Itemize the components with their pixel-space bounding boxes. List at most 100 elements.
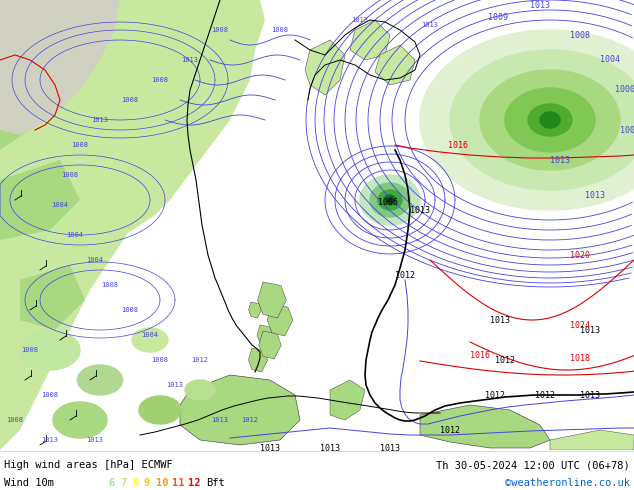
Text: 1012: 1012 <box>535 391 555 399</box>
Polygon shape <box>0 0 100 150</box>
Polygon shape <box>420 30 634 210</box>
Text: 1013: 1013 <box>41 437 58 443</box>
Text: 1008: 1008 <box>152 77 169 83</box>
Polygon shape <box>249 348 268 372</box>
Text: 1013: 1013 <box>320 443 340 452</box>
Text: 1012: 1012 <box>242 417 259 423</box>
Polygon shape <box>0 0 220 450</box>
Polygon shape <box>249 302 261 318</box>
Text: Wind 10m: Wind 10m <box>4 478 54 488</box>
Polygon shape <box>420 405 550 448</box>
Polygon shape <box>257 325 273 345</box>
Polygon shape <box>480 70 620 170</box>
Text: 1004: 1004 <box>51 202 68 208</box>
Text: 1013: 1013 <box>91 117 108 123</box>
Polygon shape <box>257 282 287 318</box>
Text: 1013: 1013 <box>351 17 368 23</box>
Text: 1012: 1012 <box>440 425 460 435</box>
Text: 1008: 1008 <box>22 347 39 353</box>
Text: 1013: 1013 <box>530 0 550 9</box>
Polygon shape <box>20 265 85 330</box>
Text: 1008: 1008 <box>122 97 138 103</box>
Text: 1024: 1024 <box>570 320 590 329</box>
Text: 10: 10 <box>156 478 169 488</box>
Text: 1013: 1013 <box>422 22 439 28</box>
Text: 1013: 1013 <box>490 316 510 324</box>
Polygon shape <box>259 331 281 359</box>
Text: 12: 12 <box>188 478 200 488</box>
Polygon shape <box>540 112 560 128</box>
Polygon shape <box>378 190 402 210</box>
Polygon shape <box>0 160 80 240</box>
Text: 1004: 1004 <box>600 55 620 65</box>
Text: 1008: 1008 <box>271 27 288 33</box>
Text: ©weatheronline.co.uk: ©weatheronline.co.uk <box>505 478 630 488</box>
Text: 1013: 1013 <box>86 437 103 443</box>
Text: 1012: 1012 <box>495 356 515 365</box>
Text: 1013: 1013 <box>260 443 280 452</box>
Text: 1013: 1013 <box>181 57 198 63</box>
Text: 1008: 1008 <box>6 417 23 423</box>
Text: 1016: 1016 <box>470 350 490 360</box>
Text: 1008: 1008 <box>212 27 228 33</box>
Polygon shape <box>505 88 595 152</box>
Text: 1018: 1018 <box>570 353 590 363</box>
Polygon shape <box>185 380 215 400</box>
Text: 1008: 1008 <box>620 125 634 134</box>
Polygon shape <box>528 104 572 136</box>
Text: 11: 11 <box>172 478 184 488</box>
Text: 6: 6 <box>108 478 114 488</box>
Text: 1008: 1008 <box>570 30 590 40</box>
Text: 1008: 1008 <box>61 172 79 178</box>
Polygon shape <box>0 0 120 135</box>
Text: 1008: 1008 <box>41 392 58 398</box>
Text: 1016: 1016 <box>448 141 468 149</box>
Text: 1008: 1008 <box>152 357 169 363</box>
Text: High wind areas [hPa] ECMWF: High wind areas [hPa] ECMWF <box>4 460 172 470</box>
Text: 9: 9 <box>144 478 150 488</box>
Polygon shape <box>0 0 180 300</box>
Text: 1013: 1013 <box>580 391 600 399</box>
Polygon shape <box>53 402 107 438</box>
Text: 1012: 1012 <box>485 391 505 399</box>
Text: 1008: 1008 <box>101 282 119 288</box>
Text: 1012: 1012 <box>191 357 209 363</box>
Text: 1013: 1013 <box>380 443 400 452</box>
Text: Th 30-05-2024 12:00 UTC (06+78): Th 30-05-2024 12:00 UTC (06+78) <box>436 460 630 470</box>
Text: 1004: 1004 <box>86 257 103 263</box>
Text: 7: 7 <box>120 478 126 488</box>
Polygon shape <box>387 197 393 203</box>
Polygon shape <box>139 396 181 424</box>
Text: 1009: 1009 <box>488 14 508 23</box>
Polygon shape <box>20 330 80 370</box>
Polygon shape <box>305 40 345 95</box>
Polygon shape <box>350 20 390 60</box>
Polygon shape <box>267 304 293 336</box>
Polygon shape <box>132 328 168 352</box>
Text: 1020: 1020 <box>570 250 590 260</box>
Text: 8: 8 <box>132 478 138 488</box>
Text: 1013: 1013 <box>212 417 228 423</box>
Polygon shape <box>180 375 300 445</box>
Polygon shape <box>384 195 396 205</box>
Text: 1013: 1013 <box>550 155 570 165</box>
Polygon shape <box>330 380 365 420</box>
Text: 1000: 1000 <box>615 85 634 95</box>
Text: 1006: 1006 <box>378 197 398 206</box>
Polygon shape <box>450 50 634 190</box>
Polygon shape <box>375 45 415 85</box>
Text: 1013: 1013 <box>585 191 605 199</box>
Text: 1004: 1004 <box>67 232 84 238</box>
Polygon shape <box>360 175 420 225</box>
Polygon shape <box>0 0 265 400</box>
Text: 1012: 1012 <box>395 270 415 279</box>
Text: 1008: 1008 <box>122 307 138 313</box>
Polygon shape <box>77 365 122 395</box>
Text: 1013: 1013 <box>410 205 430 215</box>
Text: Bft: Bft <box>206 478 224 488</box>
Text: 1004: 1004 <box>141 332 158 338</box>
Text: 1013: 1013 <box>580 325 600 335</box>
Polygon shape <box>550 430 634 450</box>
Text: 1013: 1013 <box>167 382 183 388</box>
Polygon shape <box>370 183 410 217</box>
